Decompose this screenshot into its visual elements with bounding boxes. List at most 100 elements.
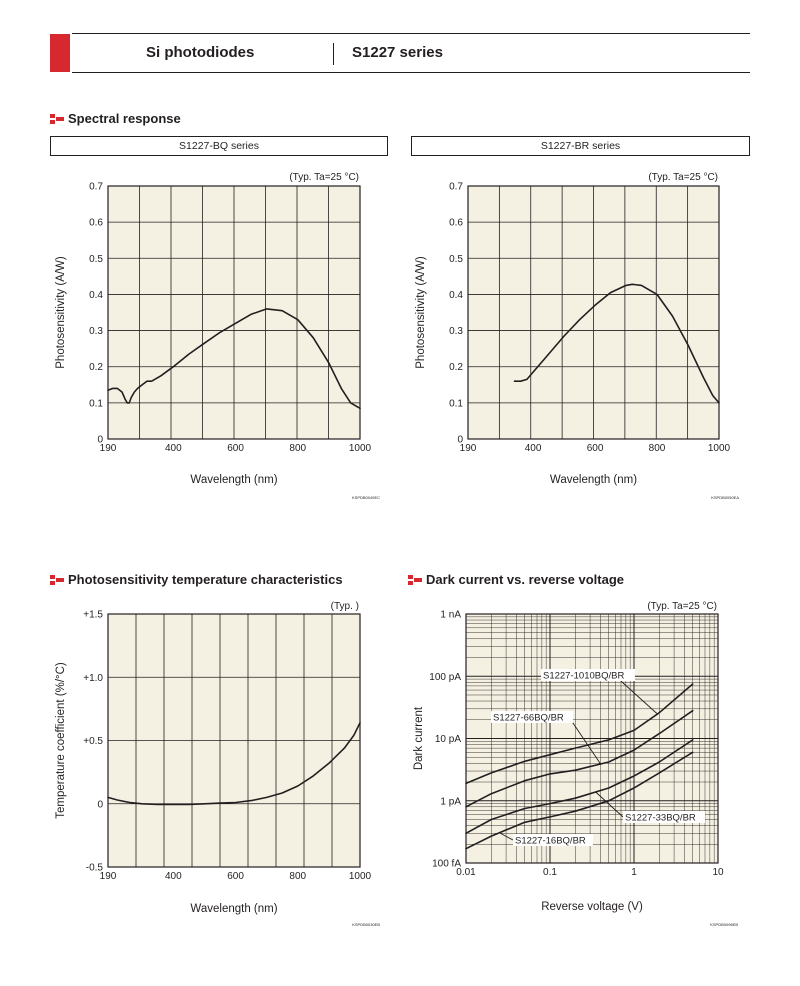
- header-rule-top: [72, 33, 750, 34]
- chart-note: (Typ. Ta=25 °C): [289, 172, 359, 183]
- y-tick-label: 0.2: [449, 362, 463, 373]
- x-tick-label: 400: [525, 443, 542, 454]
- y-tick-label: 1 pA: [440, 796, 461, 807]
- y-tick-label: 0.6: [449, 218, 463, 229]
- x-tick-label: 400: [165, 871, 182, 882]
- header-rule-bottom: [72, 72, 750, 73]
- x-tick-label: 600: [587, 443, 604, 454]
- x-axis-title: Reverse voltage (V): [541, 901, 643, 913]
- y-tick-label: 0.5: [89, 254, 103, 265]
- leader-line: [568, 716, 601, 765]
- series-line-dark-0: [465, 683, 694, 785]
- x-tick-label: 10: [712, 867, 724, 878]
- series-line-br-0: [513, 283, 720, 404]
- y-tick-label: 0.4: [449, 290, 463, 301]
- y-tick-label: 0.5: [449, 254, 463, 265]
- chart-note: (Typ. ): [331, 601, 359, 612]
- series-label-bg: [491, 711, 573, 723]
- y-tick-label: 100 pA: [429, 672, 461, 683]
- x-axis-title: Wavelength (nm): [550, 474, 637, 486]
- x-tick-label: 1000: [349, 871, 372, 882]
- leader-line: [499, 832, 514, 841]
- x-tick-label: 0.1: [543, 867, 557, 878]
- y-tick-label: 0: [97, 435, 103, 446]
- y-tick-label: 100 fA: [432, 859, 461, 870]
- leader-line: [595, 791, 624, 818]
- section-title-spectral: Spectral response: [68, 111, 181, 126]
- series-label-bg: [623, 811, 705, 823]
- y-tick-label: 0.3: [449, 326, 463, 337]
- y-tick-label: 0.2: [89, 362, 103, 373]
- y-axis-title: Dark current: [413, 706, 425, 770]
- y-axis-title: Temperature coefficient (%/°C): [55, 662, 67, 819]
- header-accent-bar: [50, 34, 70, 72]
- y-axis-title: Photosensitivity (A/W): [415, 256, 427, 369]
- figure-code: KSPDB0030EB: [352, 922, 380, 927]
- x-tick-label: 190: [100, 871, 117, 882]
- y-tick-label: 0.7: [89, 182, 103, 193]
- chart-note: (Typ. Ta=25 °C): [648, 172, 718, 183]
- series-label: S1227-1010BQ/BR: [543, 671, 624, 682]
- plot-frame-br: [467, 185, 720, 440]
- y-tick-label: 0.4: [89, 290, 103, 301]
- section-marker-icon: [50, 114, 64, 124]
- x-axis-title: Wavelength (nm): [190, 474, 277, 486]
- y-tick-label: 0.3: [89, 326, 103, 337]
- section-marker-icon: [408, 575, 422, 585]
- x-tick-label: 190: [100, 443, 117, 454]
- grid-br: [468, 185, 719, 440]
- y-tick-label: 1 nA: [440, 610, 461, 621]
- series-label: S1227-33BQ/BR: [625, 813, 696, 824]
- series-line-bq-0: [107, 308, 361, 410]
- y-tick-label: 0: [457, 435, 463, 446]
- figure-code: KSPDB0096EB: [710, 922, 738, 927]
- y-tick-label: 0.6: [89, 218, 103, 229]
- x-tick-label: 1: [631, 867, 637, 878]
- series-line-temp-0: [107, 721, 361, 806]
- series-line-dark-1: [465, 709, 694, 808]
- y-tick-label: 0.1: [89, 398, 103, 409]
- x-tick-label: 600: [227, 443, 244, 454]
- x-tick-label: 0.01: [456, 867, 476, 878]
- section-marker-icon: [50, 575, 64, 585]
- y-tick-label: +1.5: [83, 610, 103, 621]
- x-tick-label: 800: [289, 871, 306, 882]
- x-tick-label: 1000: [349, 443, 372, 454]
- plot-frame-dark: [465, 613, 719, 864]
- x-tick-label: 190: [460, 443, 477, 454]
- chart-note: (Typ. Ta=25 °C): [647, 601, 717, 612]
- series-label: S1227-66BQ/BR: [493, 713, 564, 724]
- y-tick-label: 0: [97, 799, 103, 810]
- series-line-dark-3: [465, 751, 694, 850]
- figure-code: KSPDB0049EC: [352, 495, 380, 500]
- chart-title-br: S1227-BR series: [411, 136, 750, 156]
- x-axis-title: Wavelength (nm): [190, 903, 277, 915]
- x-tick-label: 800: [649, 443, 666, 454]
- y-tick-label: 10 pA: [435, 734, 461, 745]
- x-tick-label: 800: [289, 443, 306, 454]
- header-series-title: S1227 series: [352, 44, 443, 61]
- header-product-family: Si photodiodes: [146, 44, 255, 61]
- chart-title-bq: S1227-BQ series: [50, 136, 388, 156]
- series-line-dark-2: [465, 739, 694, 835]
- figure-code: KSPDB0050EA: [711, 495, 739, 500]
- y-tick-label: -0.5: [86, 863, 104, 874]
- plot-frame-temp: [107, 613, 361, 868]
- x-tick-label: 600: [227, 871, 244, 882]
- y-axis-title: Photosensitivity (A/W): [55, 256, 67, 369]
- x-tick-label: 400: [165, 443, 182, 454]
- y-tick-label: +0.5: [83, 736, 103, 747]
- y-tick-label: 0.7: [449, 182, 463, 193]
- plot-frame-bq: [107, 185, 361, 440]
- y-tick-label: +1.0: [83, 673, 103, 684]
- y-tick-label: 0.1: [449, 398, 463, 409]
- section-title-dark-current: Dark current vs. reverse voltage: [426, 572, 624, 587]
- leader-line: [620, 680, 658, 715]
- section-title-temperature: Photosensitivity temperature characteris…: [68, 572, 343, 587]
- series-label-bg: [541, 669, 635, 681]
- series-label-bg: [513, 834, 593, 846]
- header-divider: [333, 43, 334, 65]
- x-tick-label: 1000: [708, 443, 731, 454]
- series-label: S1227-16BQ/BR: [515, 836, 586, 847]
